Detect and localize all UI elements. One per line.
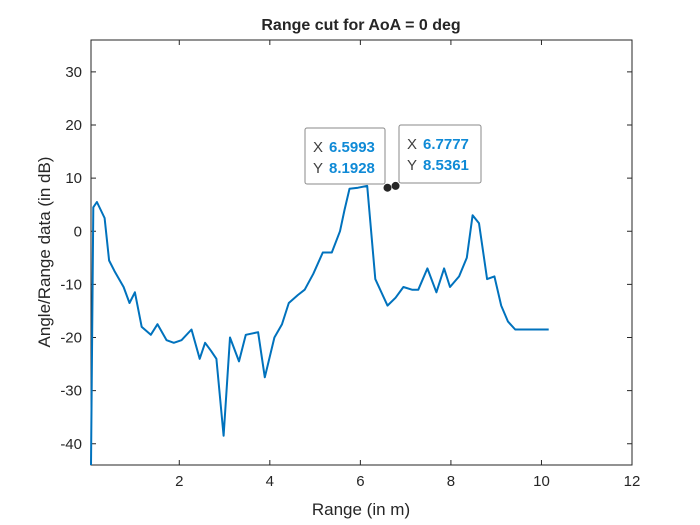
y-tick-label: 20 — [65, 117, 82, 134]
datatip-box — [398, 124, 482, 184]
axis-tick-labels: 2 4 6 8 10 12 -40 -30 -20 -10 0 10 20 30 — [60, 64, 640, 490]
datatip-axis-label: X — [407, 136, 417, 153]
datatip[interactable]: X 6.5993 Y 8.1928 — [304, 127, 392, 192]
datatip-value: 6.7777 — [423, 136, 469, 153]
datatip-value: 8.1928 — [329, 160, 375, 177]
x-axis-label: Range (in m) — [312, 500, 410, 519]
datatip-box — [304, 127, 386, 185]
datatip-axis-label: Y — [407, 157, 417, 174]
datatip[interactable]: X 6.7777 Y 8.5361 — [391, 124, 482, 190]
y-tick-label: -30 — [60, 383, 82, 400]
chart-title: Range cut for AoA = 0 deg — [261, 17, 460, 34]
datatips: X 6.5993 Y 8.1928 X 6.7777 Y 8.5361 — [304, 124, 482, 192]
plot-area — [90, 39, 633, 466]
y-tick-label: 10 — [65, 170, 82, 187]
series-line — [90, 184, 549, 466]
x-tick-label: 12 — [624, 473, 641, 490]
x-tick-label: 4 — [266, 473, 274, 490]
y-tick-label: 30 — [65, 64, 82, 81]
datatip-marker[interactable] — [391, 181, 400, 190]
datatip-marker[interactable] — [383, 183, 392, 192]
y-tick-label: -40 — [60, 436, 82, 453]
datatip-axis-label: Y — [313, 160, 323, 177]
y-tick-label: -10 — [60, 276, 82, 293]
datatip-value: 6.5993 — [329, 139, 375, 156]
y-axis-label: Angle/Range data (in dB) — [35, 157, 54, 348]
x-tick-label: 6 — [356, 473, 364, 490]
datatip-value: 8.5361 — [423, 157, 469, 174]
x-tick-label: 10 — [533, 473, 550, 490]
x-tick-label: 8 — [447, 473, 455, 490]
y-tick-label: -20 — [60, 330, 82, 347]
y-tick-label: 0 — [74, 223, 82, 240]
axis-ticks — [91, 40, 633, 465]
x-tick-label: 2 — [175, 473, 183, 490]
datatip-axis-label: X — [313, 139, 323, 156]
